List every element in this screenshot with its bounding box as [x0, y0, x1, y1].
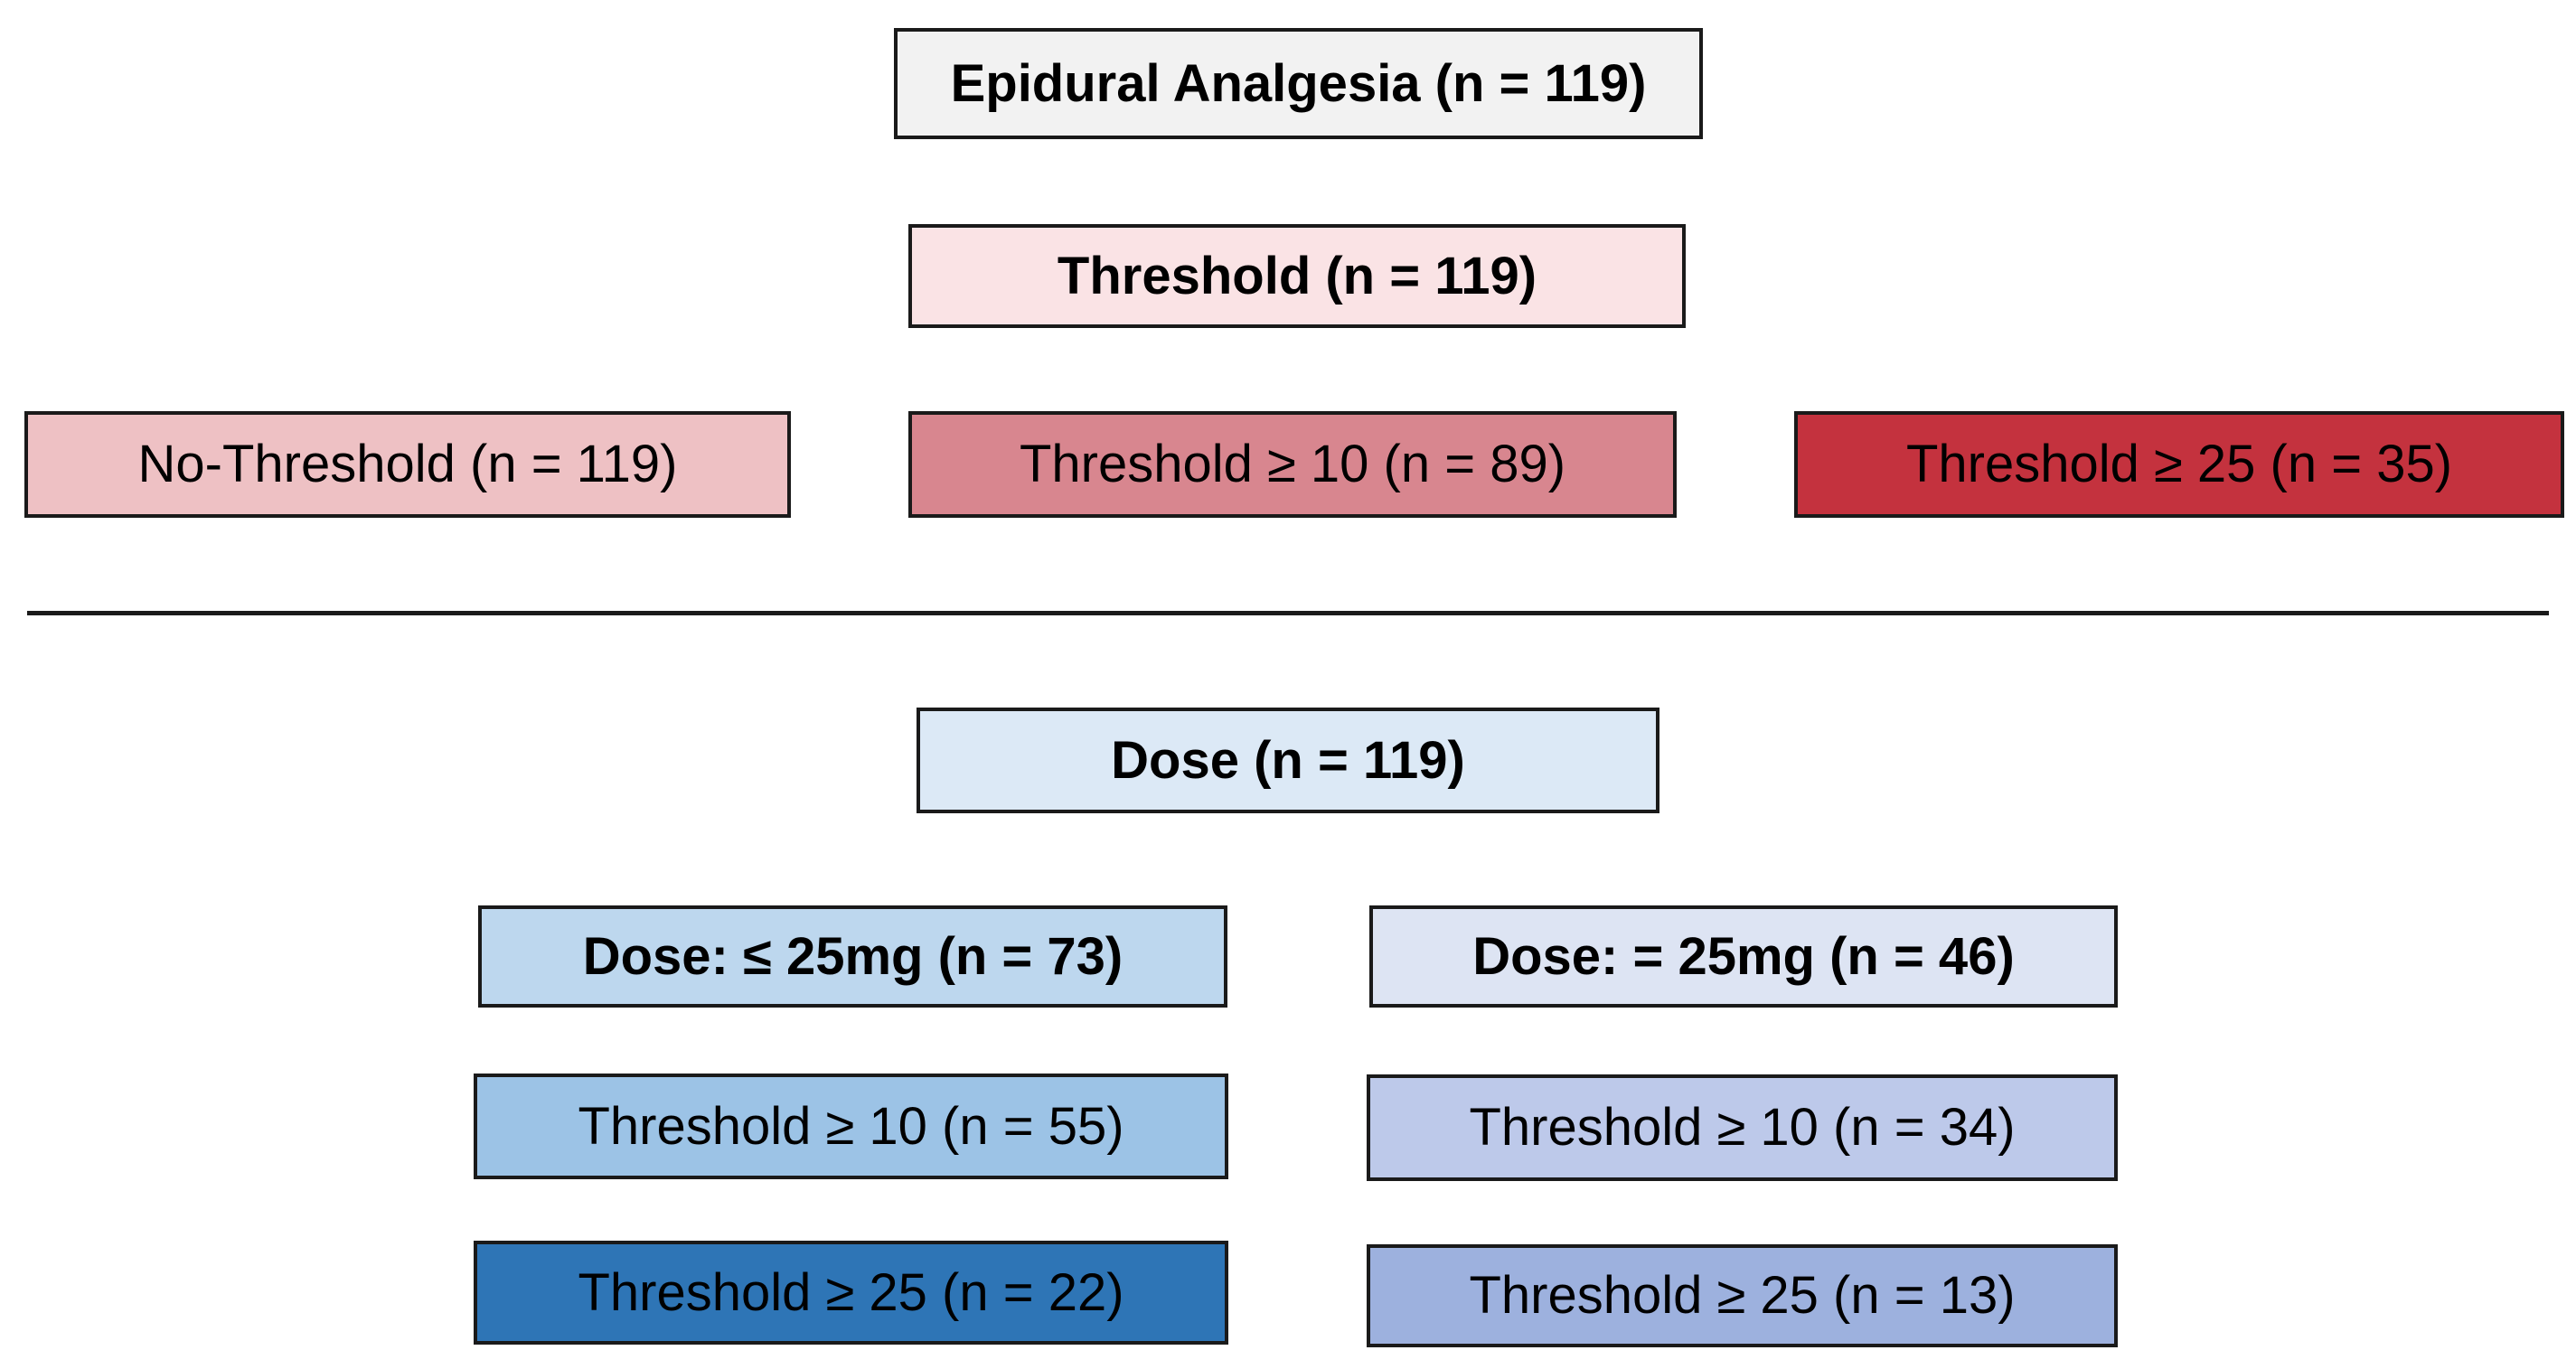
node-threshold-ge25-eq25mg: Threshold ≥ 25 (n = 13)	[1367, 1244, 2118, 1347]
section-divider-line	[27, 611, 2549, 615]
node-dose-eq-25mg: Dose: = 25mg (n = 46)	[1369, 905, 2118, 1008]
node-threshold-ge25-overall: Threshold ≥ 25 (n = 35)	[1794, 411, 2564, 518]
node-no-threshold: No-Threshold (n = 119)	[24, 411, 791, 518]
node-epidural-analgesia: Epidural Analgesia (n = 119)	[894, 28, 1703, 139]
node-threshold-ge25-le25mg: Threshold ≥ 25 (n = 22)	[474, 1241, 1228, 1345]
node-dose-total: Dose (n = 119)	[917, 708, 1659, 813]
node-threshold-ge10-le25mg: Threshold ≥ 10 (n = 55)	[474, 1074, 1228, 1179]
node-threshold-ge10-eq25mg: Threshold ≥ 10 (n = 34)	[1367, 1074, 2118, 1181]
node-threshold-ge10-overall: Threshold ≥ 10 (n = 89)	[908, 411, 1677, 518]
node-threshold-total: Threshold (n = 119)	[908, 224, 1686, 328]
node-dose-le-25mg: Dose: ≤ 25mg (n = 73)	[478, 905, 1227, 1008]
